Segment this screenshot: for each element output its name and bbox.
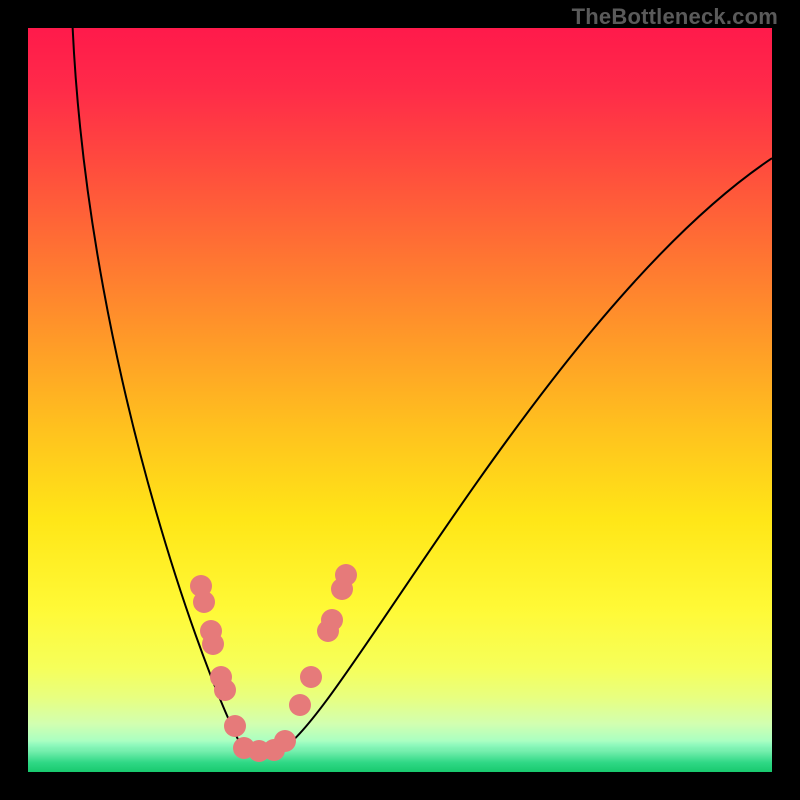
data-marker <box>202 633 224 655</box>
data-marker <box>321 609 343 631</box>
green-band <box>28 741 772 772</box>
data-marker <box>289 694 311 716</box>
data-marker <box>274 730 296 752</box>
plot-area <box>28 28 772 772</box>
data-marker <box>300 666 322 688</box>
chart-frame: TheBottleneck.com <box>0 0 800 800</box>
curve-layer <box>28 28 772 772</box>
data-marker <box>214 679 236 701</box>
data-marker <box>224 715 246 737</box>
data-marker <box>193 591 215 613</box>
watermark-text: TheBottleneck.com <box>572 4 778 30</box>
data-marker <box>335 564 357 586</box>
bottleneck-curve <box>73 28 772 753</box>
